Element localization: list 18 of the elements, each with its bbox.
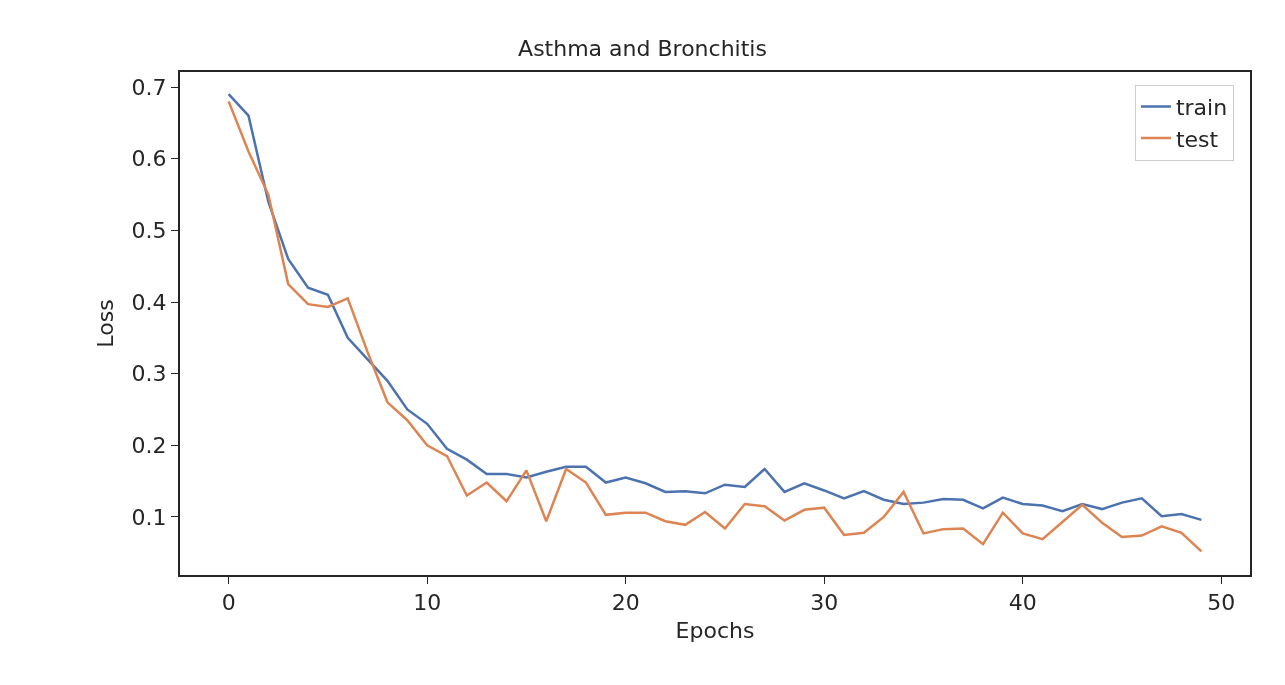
legend-label: train (1175, 94, 1228, 120)
legend-label: test (1175, 126, 1219, 152)
y-tick-label: 0.7 (131, 74, 167, 100)
x-tick-label: 20 (611, 590, 640, 616)
x-tick-label: 50 (1207, 590, 1236, 616)
y-tick-label: 0.6 (131, 146, 167, 172)
y-tick-label: 0.1 (131, 504, 167, 530)
y-tick-label: 0.2 (131, 433, 167, 459)
x-tick-label: 10 (413, 590, 442, 616)
x-tick-label: 0 (221, 590, 236, 616)
y-tick-label: 0.4 (131, 289, 167, 315)
y-tick-label: 0.5 (131, 218, 167, 244)
x-tick-label: 40 (1008, 590, 1037, 616)
y-axis-title: Loss (92, 299, 118, 348)
chart-title: Asthma and Bronchitis (518, 35, 767, 61)
x-tick-label: 30 (810, 590, 839, 616)
y-tick-label: 0.3 (131, 361, 167, 387)
x-axis-title: Epochs (675, 617, 755, 643)
